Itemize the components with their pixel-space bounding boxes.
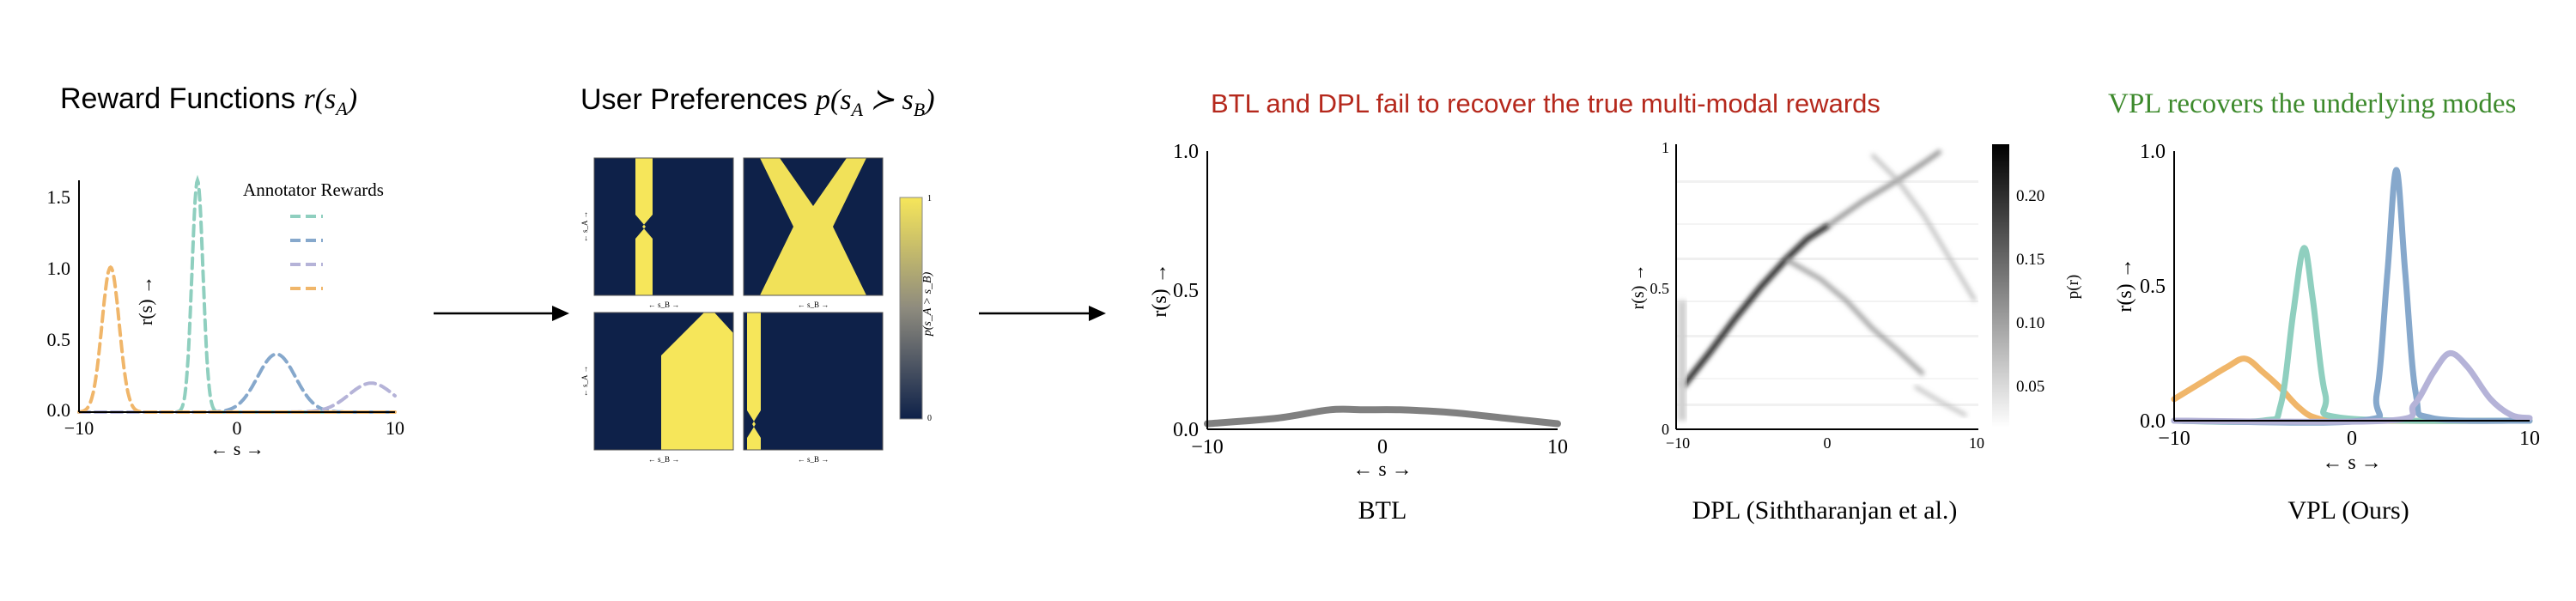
- btl-series-gray: [1204, 405, 1561, 428]
- btl-ytick-0: 0.0: [1173, 419, 1199, 441]
- vpl-caption: VPL (Ours): [2287, 496, 2409, 525]
- dpl-xtick-0: −10: [1666, 434, 1690, 452]
- btl-xlabel: ← s →: [1352, 458, 1412, 481]
- dpl-xtick-1: 0: [1824, 434, 1832, 452]
- rf-ytick-3: 1.5: [47, 186, 71, 208]
- btl-xtick-0: −10: [1191, 436, 1224, 458]
- dpl-ytick-2: 1: [1662, 139, 1669, 156]
- dpl-cbar-tick-0: 0.20: [2016, 187, 2044, 205]
- arrow-right-icon: [434, 306, 569, 321]
- dpl-caption: DPL (Siththaranjan et al.): [1692, 496, 1958, 525]
- rf-xlabel: ← s →: [210, 438, 264, 459]
- btl-ytick-2: 1.0: [1173, 141, 1199, 163]
- btl-xtick-2: 10: [1547, 436, 1568, 458]
- dpl-cbar-tick-3: 0.05: [2016, 378, 2044, 396]
- mini-xlabel-4: ← s_B →: [798, 455, 829, 464]
- mini-ylabel-2: ← s_A →: [580, 366, 589, 398]
- reward-series-lavender: [77, 381, 397, 414]
- vpl-series-orange: [2171, 355, 2533, 424]
- legend-title: Annotator Rewards: [243, 179, 384, 200]
- dpl-ylabel: r(s) →: [1629, 264, 1648, 310]
- dpl-mode-4: [1913, 385, 1967, 417]
- rf-ytick-2: 1.0: [47, 258, 71, 279]
- heatmap-blue: [743, 157, 884, 296]
- dpl-colorbar: [1992, 144, 2009, 428]
- dpl-cbar-tick-2: 0.10: [2016, 314, 2044, 332]
- rf-ylabel: r(s) →: [135, 276, 156, 325]
- reward-series-orange: [77, 264, 397, 414]
- heatmap-teal: [593, 157, 734, 296]
- vpl-xtick-1: 0: [2347, 428, 2357, 450]
- vpl-ylabel: r(s) →: [2114, 258, 2136, 312]
- pref-colorbar: [899, 197, 923, 420]
- vpl-xlabel: ← s →: [2322, 452, 2381, 474]
- vpl-series-blue: [2171, 167, 2533, 426]
- arrow-right-icon: [979, 306, 1106, 321]
- rf-xtick-1: 0: [233, 417, 242, 439]
- failure-banner: BTL and DPL fail to recover the true mul…: [1211, 88, 1880, 118]
- vpl-xtick-0: −10: [2158, 428, 2190, 450]
- dpl-ytick-1: 0.5: [1650, 280, 1670, 297]
- btl-ylabel: r(s) →: [1149, 263, 1171, 317]
- pref-colorbar-bottom: 0: [927, 414, 932, 423]
- mini-xlabel-3: ← s_B →: [648, 455, 680, 464]
- btl-chart: r(s) → 0.0 0.5 1.0 −10 0 10 ← s →: [1149, 141, 1568, 481]
- dpl-heatmap-chart: r(s) → 0 0.5 1 −10 0 10 0.20 0.15 0.10 0…: [1629, 139, 2082, 452]
- vpl-ytick-2: 1.0: [2140, 141, 2166, 163]
- dpl-colorbar-label: p(r): [2064, 275, 2082, 299]
- preference-heatmaps: ← s_B → ← s_B → ← s_B → ← s_B → ← s_A → …: [580, 157, 934, 464]
- dpl-cbar-tick-1: 0.15: [2016, 251, 2044, 269]
- user-preferences-title: User Preferences p(sA ≻ sB): [580, 83, 935, 120]
- rf-ytick-0: 0.0: [47, 399, 71, 421]
- mini-xlabel-2: ← s_B →: [798, 300, 829, 309]
- heatmap-lavender: [593, 312, 734, 451]
- vpl-series-teal: [2171, 245, 2533, 425]
- dpl-mode-1: [1680, 222, 1831, 388]
- btl-ytick-1: 0.5: [1173, 280, 1199, 302]
- dpl-mode-3: [1870, 153, 1977, 302]
- pref-colorbar-label: p(s_A > s_B): [921, 271, 934, 337]
- dpl-mode-2: [1784, 257, 1925, 376]
- btl-caption: BTL: [1358, 496, 1407, 525]
- rf-xtick-0: −10: [64, 417, 94, 439]
- vpl-ytick-1: 0.5: [2140, 276, 2166, 298]
- reward-functions-title: Reward Functions r(sA): [60, 82, 358, 119]
- vpl-chart: r(s) → 0.0 0.5 1.0 −10 0 10 ← s →: [2114, 141, 2540, 474]
- btl-xtick-1: 0: [1377, 436, 1388, 458]
- mini-xlabel-1: ← s_B →: [648, 300, 680, 309]
- annotator-rewards-chart: r(s) → 0.0 0.5 1.0 1.5 −10 0 10 ← s → An…: [47, 174, 404, 459]
- pref-colorbar-top: 1: [927, 194, 932, 203]
- rf-xtick-2: 10: [386, 417, 404, 439]
- heatmap-orange: [743, 312, 884, 451]
- vpl-ytick-0: 0.0: [2140, 410, 2166, 433]
- mini-ylabel-1: ← s_A →: [580, 211, 589, 243]
- vpl-xtick-2: 10: [2519, 428, 2540, 450]
- dpl-xtick-2: 10: [1969, 434, 1984, 452]
- dpl-ytick-0: 0: [1662, 421, 1669, 438]
- rf-ytick-1: 0.5: [47, 329, 71, 350]
- vpl-banner: VPL recovers the underlying modes: [2108, 88, 2517, 119]
